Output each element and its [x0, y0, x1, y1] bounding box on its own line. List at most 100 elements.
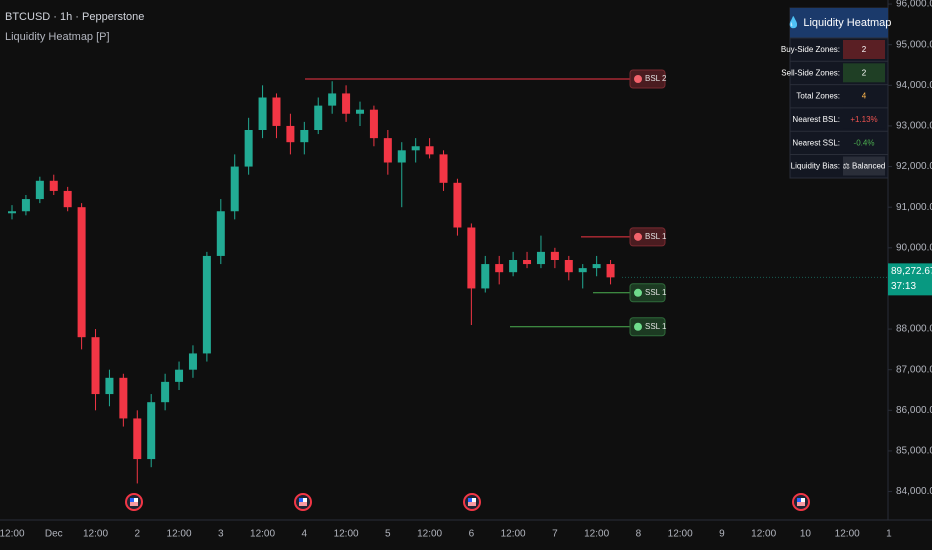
event-flag[interactable]: [125, 493, 143, 511]
candle-body: [35, 180, 44, 200]
y-tick-label: 95,000.00: [896, 39, 932, 50]
candle-body: [439, 154, 448, 183]
candle-body: [606, 264, 615, 278]
y-tick-label: 87,000.00: [896, 364, 932, 375]
candle-body: [63, 190, 72, 208]
candle-body: [383, 138, 392, 163]
y-tick-label: 88,000.00: [896, 324, 932, 335]
row-label: Buy-Side Zones:: [781, 45, 840, 54]
x-tick-label: 12:00: [0, 529, 25, 540]
candle-body: [495, 264, 504, 273]
candle-body: [230, 166, 239, 212]
candle-body: [258, 97, 267, 130]
table-title-bg: [790, 8, 888, 38]
candle-body: [8, 211, 16, 214]
level-label: SSL 1: [645, 322, 667, 331]
candle-body: [119, 377, 128, 419]
last-price-tag: [888, 263, 932, 296]
x-tick-label: 12:00: [417, 529, 442, 540]
event-flag[interactable]: [792, 493, 810, 511]
candle-body: [356, 109, 364, 114]
symbol[interactable]: BTCUSD · 1h · Pepperstone: [5, 11, 144, 23]
x-tick-label: 12:00: [584, 529, 609, 540]
candle-body: [272, 97, 281, 126]
x-tick-label: 7: [552, 529, 558, 540]
candle-body: [188, 353, 197, 370]
y-tick-label: 93,000.00: [896, 121, 932, 132]
table-title: 💧 Liquidity Heatmap: [787, 16, 892, 29]
candle-body: [342, 93, 351, 114]
candle-body: [369, 109, 378, 139]
candle-body: [328, 93, 337, 106]
candle-body: [216, 211, 225, 256]
event-flags: [125, 493, 810, 511]
y-tick-label: 92,000.00: [896, 161, 932, 172]
value-cell: [843, 133, 885, 153]
candle-body: [509, 260, 518, 273]
value-cell: [843, 156, 885, 176]
level-tag: [629, 227, 666, 247]
x-tick-label: 8: [636, 529, 642, 540]
y-tick-label: 86,000.00: [896, 405, 932, 416]
candle-body: [133, 418, 142, 460]
x-tick-label: 12:00: [751, 529, 776, 540]
candle-body: [161, 381, 170, 403]
y-tick-label: 94,000.00: [896, 80, 932, 91]
row-label: Liquidity Bias:: [791, 162, 840, 171]
x-tick-label: 1: [886, 529, 892, 540]
row-value: 2: [862, 68, 867, 77]
candle-body: [314, 105, 323, 130]
level-label: BSL 1: [645, 232, 667, 241]
level-label: SSL 1: [645, 288, 667, 297]
candle-body: [397, 150, 406, 163]
candle-body: [49, 180, 58, 191]
x-tick-label: 12:00: [668, 529, 693, 540]
level-dot: [634, 288, 642, 297]
x-tick-label: 12:00: [334, 529, 359, 540]
candle-body: [147, 402, 156, 460]
x-tick-label: 10: [800, 529, 812, 540]
candle-body: [91, 337, 100, 395]
indicator-name[interactable]: Liquidity Heatmap [P]: [5, 31, 110, 43]
event-flag[interactable]: [294, 493, 312, 511]
level-dot: [634, 232, 642, 241]
x-tick-label: 3: [218, 529, 224, 540]
y-tick-label: 90,000.00: [896, 242, 932, 253]
x-tick-label: 4: [302, 529, 308, 540]
row-value: +1.13%: [850, 115, 877, 124]
level-dot: [634, 322, 642, 331]
event-flag[interactable]: [463, 493, 481, 511]
candle-body: [481, 264, 490, 289]
candle-body: [425, 146, 434, 155]
candle-body: [105, 377, 114, 395]
row-label: Total Zones:: [796, 92, 840, 101]
x-tick-label: Dec: [45, 529, 63, 540]
candle-body: [77, 207, 86, 338]
row-value: 4: [862, 92, 867, 101]
candle-body: [467, 227, 476, 289]
level-tag: [629, 317, 666, 337]
x-tick-label: 12:00: [83, 529, 108, 540]
candle-body: [300, 130, 309, 143]
candle-body: [21, 199, 30, 212]
candle-body: [523, 260, 532, 265]
value-cell: [843, 63, 885, 83]
last-price-label: 89,272.67: [891, 266, 932, 277]
level-label: BSL 2: [645, 74, 667, 83]
level-dot: [634, 75, 642, 84]
y-tick-label: 96,000.00: [896, 0, 932, 10]
candle-body: [536, 251, 545, 265]
x-tick-label: 12:00: [835, 529, 860, 540]
row-value: 2: [862, 45, 867, 54]
candle-body: [286, 125, 295, 143]
level-tag: [629, 69, 666, 89]
candle-body: [578, 268, 587, 273]
x-tick-label: 12:00: [501, 529, 526, 540]
x-tick-label: 5: [385, 529, 391, 540]
y-tick-label: 84,000.00: [896, 486, 932, 497]
x-tick-label: 9: [719, 529, 725, 540]
candle-body: [244, 130, 253, 167]
x-tick-label: 12:00: [167, 529, 192, 540]
